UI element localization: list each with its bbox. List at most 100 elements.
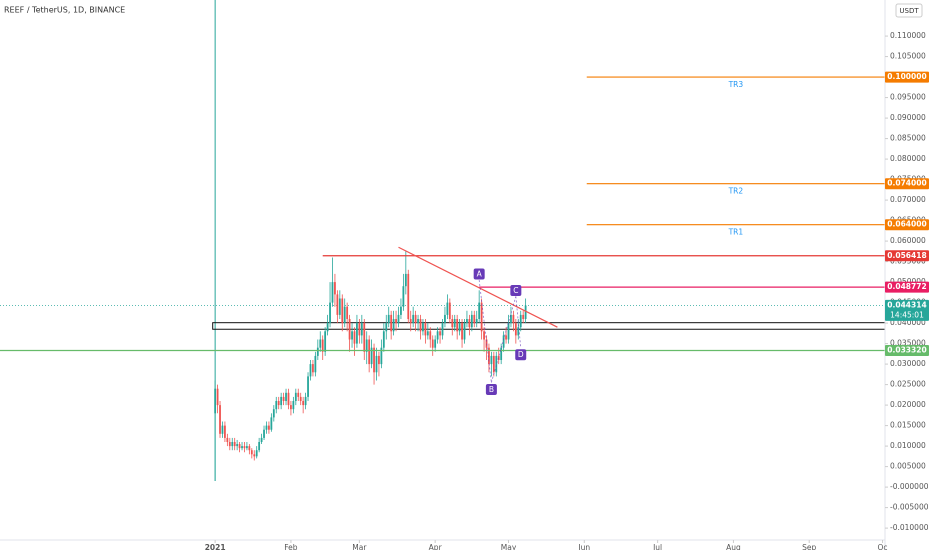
price-label: 0.056418 bbox=[887, 251, 926, 260]
candle-body bbox=[495, 355, 498, 373]
candle-body bbox=[453, 318, 456, 328]
candle-body bbox=[324, 331, 327, 352]
candle-body bbox=[387, 314, 390, 324]
candle-body bbox=[466, 318, 468, 324]
candle-body bbox=[338, 298, 341, 315]
candle-body bbox=[505, 335, 507, 340]
candle-body bbox=[446, 302, 449, 315]
candle-body bbox=[375, 355, 378, 373]
candle-body bbox=[255, 450, 258, 457]
price-label: 0.100000 bbox=[887, 72, 926, 81]
candle-body bbox=[358, 323, 361, 336]
candle-body bbox=[475, 318, 478, 324]
price-label: 0.033320 bbox=[887, 345, 926, 354]
pattern-line bbox=[515, 296, 522, 348]
candle-body bbox=[365, 339, 368, 352]
pattern-label: A bbox=[477, 270, 483, 279]
candle-body bbox=[270, 417, 273, 430]
candle-body bbox=[456, 318, 459, 332]
candle-body bbox=[214, 388, 217, 414]
candle-body bbox=[434, 339, 437, 348]
candle-body bbox=[407, 273, 410, 319]
candle-body bbox=[431, 339, 434, 348]
x-tick-label: Oc bbox=[878, 543, 888, 550]
candle-body bbox=[343, 306, 346, 324]
pattern-label: B bbox=[489, 385, 494, 394]
candle-body bbox=[319, 339, 322, 348]
x-tick-label: Apr bbox=[429, 543, 443, 550]
candle-body bbox=[268, 425, 270, 430]
candle-body bbox=[224, 425, 226, 438]
x-tick-label: 2021 bbox=[205, 543, 226, 550]
candle-body bbox=[277, 401, 280, 406]
candle-body bbox=[490, 355, 493, 365]
candle-body bbox=[370, 347, 373, 365]
candle-body bbox=[238, 444, 241, 449]
candle-body bbox=[341, 298, 344, 324]
candle-body bbox=[246, 446, 248, 449]
pattern-point bbox=[515, 349, 527, 361]
candle-body bbox=[297, 392, 300, 397]
candle-body bbox=[216, 388, 219, 406]
candle-body bbox=[397, 314, 400, 324]
candle-body bbox=[463, 323, 466, 340]
candle-body bbox=[412, 314, 415, 324]
candle-body bbox=[395, 318, 397, 324]
pattern-line bbox=[478, 279, 492, 383]
pattern-point bbox=[510, 284, 522, 296]
pattern-label: C bbox=[513, 286, 518, 295]
candle-body bbox=[258, 442, 261, 451]
candle-body bbox=[243, 446, 246, 449]
candle-body bbox=[292, 401, 295, 410]
candle-body bbox=[519, 314, 522, 328]
currency-badge[interactable] bbox=[895, 3, 923, 18]
candle-body bbox=[488, 347, 490, 365]
candle-body bbox=[265, 425, 268, 430]
candle-body bbox=[321, 339, 324, 352]
x-tick-label: Aug bbox=[726, 543, 741, 550]
price-label: 0.064000 bbox=[887, 220, 926, 229]
y-tick-label: 0.035000 bbox=[890, 339, 926, 348]
candle-body bbox=[385, 323, 388, 332]
candle-body bbox=[404, 273, 407, 287]
candle-body bbox=[451, 318, 454, 328]
candle-body bbox=[448, 302, 451, 319]
candle-body bbox=[260, 437, 263, 443]
candle-body bbox=[400, 306, 402, 315]
candle-body bbox=[409, 318, 412, 324]
last-price-box bbox=[885, 299, 929, 321]
candle-body bbox=[480, 302, 483, 332]
y-tick-label: 0.060000 bbox=[890, 236, 926, 245]
candle-body bbox=[314, 355, 317, 373]
candle-body bbox=[307, 376, 309, 397]
candle-body bbox=[424, 323, 427, 336]
candle-body bbox=[363, 323, 366, 352]
last-price-label: 0.044314 bbox=[887, 300, 926, 309]
x-tick-label: Feb bbox=[284, 543, 298, 550]
y-tick-label: -0.000000 bbox=[890, 482, 929, 491]
candle-body bbox=[250, 450, 253, 455]
candle-body bbox=[368, 339, 371, 365]
candle-body bbox=[507, 323, 510, 340]
candle-body bbox=[351, 331, 353, 340]
candle-body bbox=[422, 323, 424, 332]
candle-body bbox=[402, 286, 405, 307]
level-text: TR3 bbox=[728, 80, 744, 89]
candle-body bbox=[522, 314, 525, 319]
pattern-label: D bbox=[518, 350, 524, 359]
candle-body bbox=[346, 306, 349, 319]
candle-body bbox=[228, 442, 231, 447]
candle-body bbox=[285, 392, 287, 402]
price-label: 0.048772 bbox=[887, 282, 926, 291]
candle-body bbox=[290, 405, 292, 410]
candle-body bbox=[329, 302, 331, 324]
candle-body bbox=[299, 396, 302, 402]
candle-body bbox=[492, 355, 495, 373]
candle-body bbox=[419, 318, 422, 332]
candle-body bbox=[461, 323, 463, 340]
y-tick-label: 0.105000 bbox=[890, 52, 926, 61]
x-tick-label: Sep bbox=[802, 543, 816, 550]
candle-body bbox=[382, 331, 385, 348]
candle-body bbox=[517, 327, 520, 336]
